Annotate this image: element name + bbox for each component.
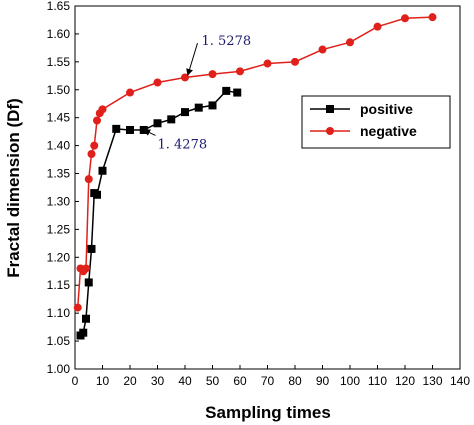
data-point-positive xyxy=(167,115,176,124)
data-point-negative xyxy=(373,22,382,31)
y-tick-label: 1.30 xyxy=(47,194,71,208)
data-point-negative xyxy=(126,88,134,97)
x-tick-label: 60 xyxy=(233,374,247,388)
x-tick-label: 110 xyxy=(368,374,387,388)
y-tick-label: 1.00 xyxy=(47,362,71,376)
x-tick-label: 70 xyxy=(261,374,275,388)
data-point-negative xyxy=(82,264,90,273)
y-tick-label: 1.40 xyxy=(47,139,71,153)
legend-marker-positive xyxy=(326,105,334,113)
data-point-positive xyxy=(79,328,88,337)
data-point-positive xyxy=(233,88,242,97)
data-point-negative xyxy=(401,14,409,23)
y-tick-label: 1.05 xyxy=(47,334,71,348)
data-point-negative xyxy=(93,116,101,125)
data-point-positive xyxy=(222,86,231,95)
data-point-negative xyxy=(236,67,244,76)
x-tick-label: 50 xyxy=(206,374,220,388)
annotations: 1. 5278 1. 4278 xyxy=(143,34,252,152)
annotation-arrow xyxy=(143,129,156,136)
x-tick-label: 40 xyxy=(178,374,192,388)
series-line-positive xyxy=(79,90,238,337)
y-axis-title: Fractal dimension (Df) xyxy=(4,98,23,277)
series-line-negative xyxy=(77,16,433,308)
x-tick-label: 80 xyxy=(288,374,302,388)
data-point-positive xyxy=(194,103,203,112)
data-point-positive xyxy=(126,125,134,134)
legend-marker-negative xyxy=(326,127,334,135)
y-tick-label: 1.55 xyxy=(47,55,71,69)
x-tick-label: 130 xyxy=(422,374,442,388)
y-tick-label: 1.10 xyxy=(47,306,71,320)
y-tick-label: 1.25 xyxy=(47,222,71,236)
x-axis-title: Sampling times xyxy=(205,403,331,422)
x-tick-label: 90 xyxy=(316,374,330,388)
data-point-negative xyxy=(291,57,299,66)
annotation-label: 1. 4278 xyxy=(158,137,208,152)
x-tick-label: 20 xyxy=(123,374,137,388)
data-point-negative xyxy=(428,13,437,22)
data-point-negative xyxy=(73,303,82,312)
x-tick-label: 30 xyxy=(151,374,165,388)
x-tick-label: 120 xyxy=(395,374,415,388)
y-tick-label: 1.45 xyxy=(47,111,71,125)
y-tick-label: 1.15 xyxy=(47,278,71,292)
data-point-positive xyxy=(208,101,217,110)
x-tick-label: 0 xyxy=(72,374,79,388)
data-point-negative xyxy=(318,45,327,54)
series-layer xyxy=(73,13,437,340)
annotation-arrow xyxy=(186,42,198,76)
x-tick-label: 100 xyxy=(340,374,360,388)
data-point-negative xyxy=(87,149,96,158)
series-positive xyxy=(76,86,242,340)
legend-box xyxy=(301,95,451,149)
data-point-positive xyxy=(93,190,101,199)
y-tick-label: 1.35 xyxy=(47,167,71,181)
legend-label-positive: positive xyxy=(360,101,413,117)
data-point-positive xyxy=(153,119,162,128)
data-point-positive xyxy=(84,278,93,287)
x-tick-label: 10 xyxy=(96,374,110,388)
series-negative xyxy=(73,13,437,312)
axes: 0 10 20 30 40 50 60 70 80 90 100 110 120 130 140 1.00 1.… xyxy=(47,0,471,388)
y-tick-label: 1.20 xyxy=(47,250,71,264)
data-point-negative xyxy=(84,175,93,184)
data-point-positive xyxy=(82,314,90,323)
annotation-label: 1. 5278 xyxy=(202,34,252,49)
data-point-negative xyxy=(346,38,354,47)
y-tick-label: 1.50 xyxy=(47,83,71,97)
data-point-negative xyxy=(153,78,162,87)
data-point-negative xyxy=(98,105,107,114)
data-point-negative xyxy=(90,141,99,150)
y-tick-label: 1.65 xyxy=(47,0,71,13)
legend-label-negative: negative xyxy=(360,123,417,139)
data-point-negative xyxy=(208,70,217,79)
data-point-negative xyxy=(263,59,272,68)
data-point-positive xyxy=(98,166,107,175)
legend: positive negative xyxy=(301,95,451,149)
data-point-positive xyxy=(87,244,96,253)
data-point-positive xyxy=(112,124,121,133)
y-tick-label: 1.60 xyxy=(47,27,71,41)
x-tick-label: 140 xyxy=(450,374,470,388)
data-point-positive xyxy=(181,108,189,117)
